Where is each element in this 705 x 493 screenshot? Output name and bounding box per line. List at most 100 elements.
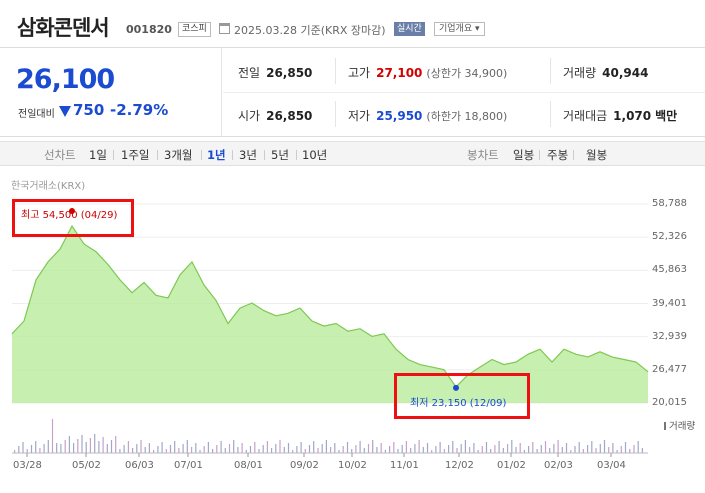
line-chart-label: 선차트 [44, 148, 76, 162]
period-5y[interactable]: 5년 [271, 148, 289, 162]
volume-bar [587, 445, 589, 453]
volume-bar [127, 441, 129, 453]
stock-name: 삼화콘덴서 [17, 16, 110, 40]
x-tick-label: 05/02 [72, 460, 101, 471]
divider [201, 150, 202, 160]
volume-bar [56, 443, 58, 453]
volume-cell: 거래량 40,944 [563, 64, 648, 81]
volume-bar [426, 443, 429, 453]
period-1w[interactable]: 1주일 [121, 148, 150, 162]
volume-bar [85, 442, 87, 453]
volume-bar [338, 450, 340, 453]
volume-bar [346, 442, 349, 453]
volume-bar [334, 443, 336, 453]
volume-bar [148, 443, 150, 453]
volume-bar [98, 441, 100, 453]
volume-bar [460, 444, 462, 453]
period-toolbar: 선차트 1일 1주일 3개월 1년 3년 5년 10년 봉차트 일봉 주봉 월봉 [0, 141, 705, 166]
amount-unit: 백만 [655, 109, 678, 123]
volume-bar [77, 439, 79, 453]
price-line [11, 224, 649, 388]
volume-bar [262, 445, 264, 453]
volume-bar [195, 443, 197, 453]
legend-swatch-icon [664, 422, 666, 430]
divider [157, 150, 158, 160]
volume-bar [452, 441, 454, 453]
amount-value: 1,070 [613, 109, 652, 123]
x-tick-label: 10/02 [338, 460, 367, 471]
low-label: 저가 [348, 109, 371, 123]
volume-bar [89, 438, 91, 453]
volume-bar [540, 445, 542, 453]
volume-bar [582, 449, 584, 453]
volume-bar [342, 446, 344, 453]
volume-bar [300, 442, 302, 453]
volume-bar [308, 445, 311, 453]
volume-bar [132, 448, 134, 453]
min-point-marker [453, 384, 459, 391]
candle-monthly[interactable]: 월봉 [586, 148, 608, 162]
volume-bar [140, 440, 142, 453]
volume-bar [22, 442, 24, 453]
prev-close-label: 전일 [238, 66, 261, 80]
lower-limit: (하한가 18,800) [426, 110, 508, 123]
volume-bar [26, 449, 28, 453]
x-tick-label: 09/02 [290, 460, 319, 471]
candle-chart-label: 봉차트 [467, 148, 499, 162]
prev-close-value: 26,850 [266, 66, 313, 80]
low-value: 25,950 [376, 109, 423, 123]
current-price: 26,100 [16, 64, 115, 95]
high-cell: 고가 27,100 (상한가 34,900) [348, 64, 507, 81]
volume-bar [330, 447, 332, 453]
x-tick-marks [26, 453, 612, 457]
volume-bar [106, 444, 108, 453]
corp-info-dropdown[interactable]: 기업개요 ▾ [434, 22, 485, 36]
x-tick-label: 01/02 [497, 460, 526, 471]
volume-bar [94, 434, 96, 453]
volume-bar [224, 448, 226, 453]
volume-bar [51, 419, 54, 453]
candle-daily[interactable]: 일봉 [513, 148, 535, 162]
volume-bar [616, 450, 618, 453]
volume-bar [570, 450, 572, 453]
volume-bar [431, 450, 433, 453]
volume-bar [511, 440, 513, 453]
row-divider [223, 92, 705, 93]
period-10y[interactable]: 10년 [302, 148, 328, 162]
period-3y[interactable]: 3년 [239, 148, 257, 162]
volume-bar [608, 447, 610, 453]
y-tick-label: 45,863 [652, 264, 687, 276]
volume-bar [115, 436, 117, 453]
volume-bar [490, 449, 492, 453]
period-1d[interactable]: 1일 [89, 148, 107, 162]
volume-bar [603, 440, 606, 453]
max-point-marker [69, 208, 75, 215]
period-1y[interactable]: 1년 [207, 148, 226, 162]
volume-bars [14, 419, 643, 453]
volume-bar [485, 442, 488, 453]
open-label: 시가 [238, 109, 261, 123]
quote-date: 2025.03.28 기준(KRX 장마감) [234, 24, 386, 37]
volume-bar [355, 445, 357, 453]
volume-bar [321, 444, 323, 453]
divider [573, 150, 574, 160]
volume-bar [207, 442, 209, 453]
volume-bar [228, 444, 231, 453]
volume-bar [296, 446, 298, 453]
realtime-button[interactable]: 실시간 [394, 22, 425, 36]
volume-bar [633, 445, 635, 453]
candle-weekly[interactable]: 주봉 [547, 148, 569, 162]
volume-bar [136, 444, 138, 453]
volume-bar [553, 444, 555, 453]
volume-bar [249, 446, 252, 453]
stock-code: 001820 [126, 23, 172, 36]
low-cell: 저가 25,950 (하한가 18,800) [348, 107, 507, 124]
volume-bar [363, 448, 365, 453]
volume-bar [624, 442, 627, 453]
x-tick-label: 02/03 [544, 460, 573, 471]
period-3m[interactable]: 3개월 [164, 148, 193, 162]
volume-bar [393, 442, 395, 453]
amount-label: 거래대금 [563, 109, 608, 123]
volume-bar [178, 448, 180, 453]
